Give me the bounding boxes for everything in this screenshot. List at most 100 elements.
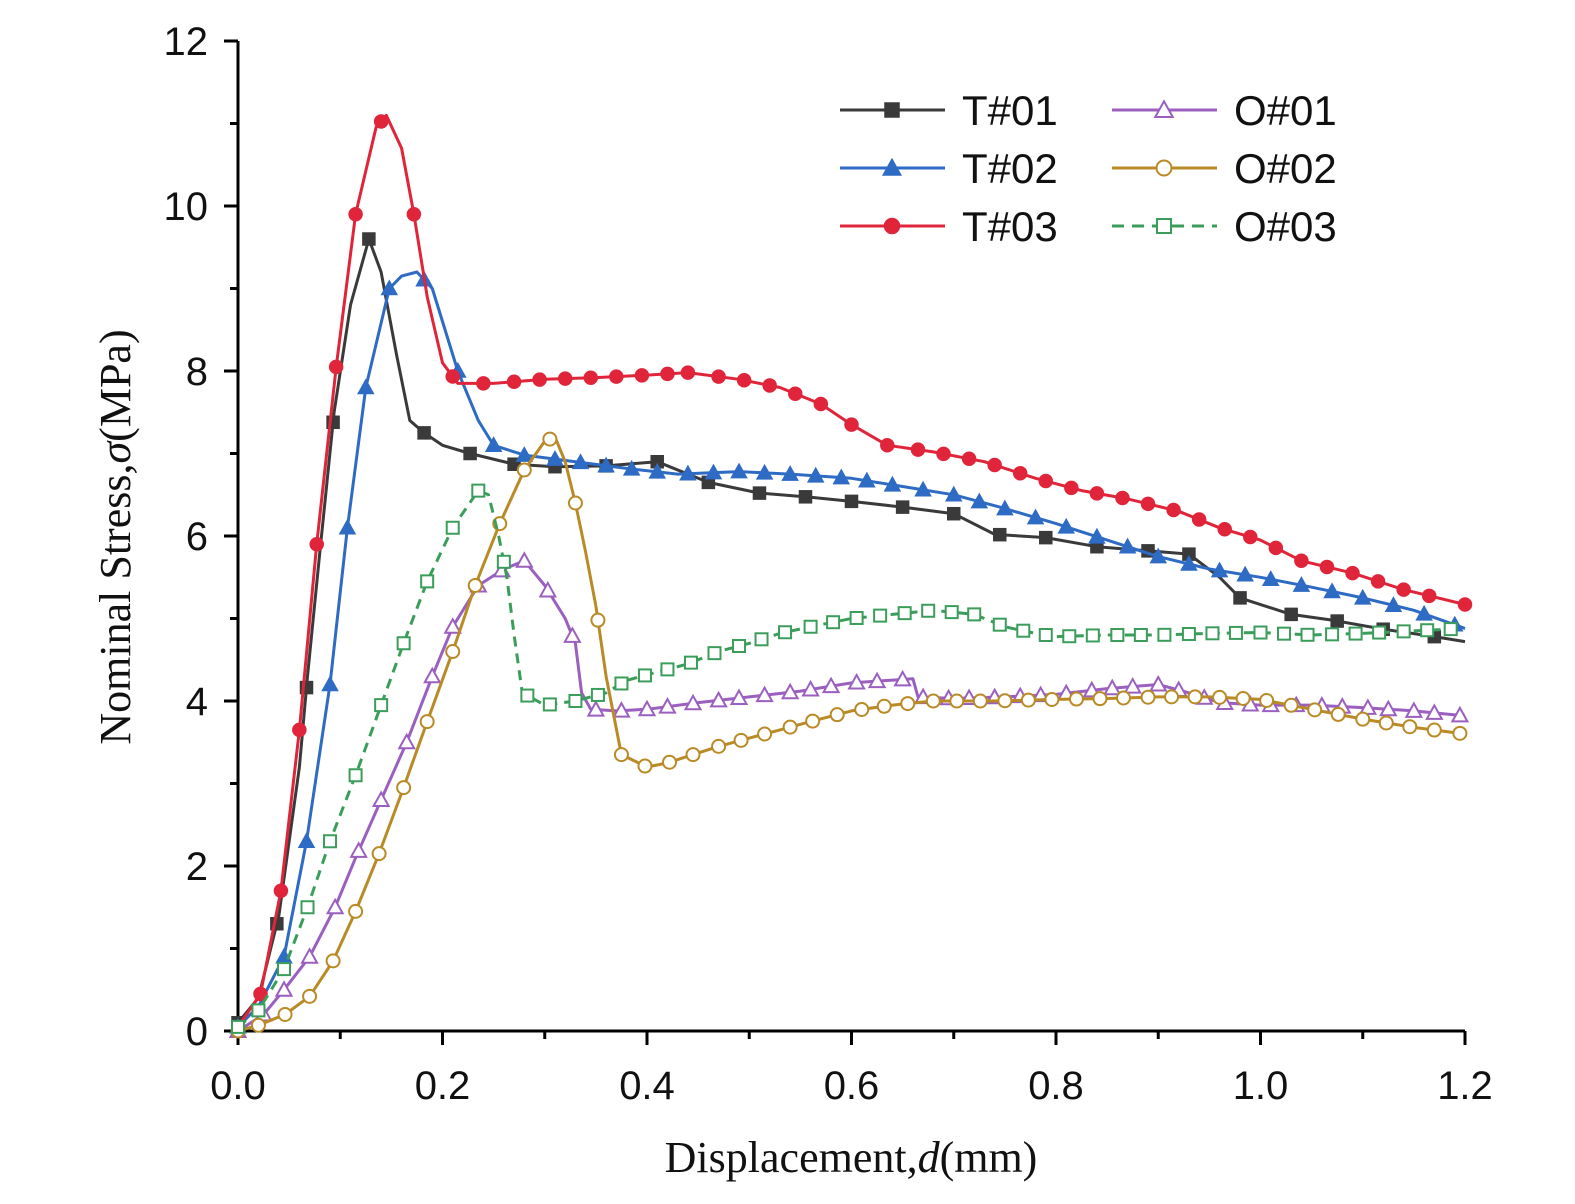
data-point-t01 [993,527,1007,542]
data-point-t01 [1233,591,1247,605]
data-point-o01 [423,666,442,684]
data-point-t03 [880,438,895,453]
data-point-o02 [1378,715,1394,731]
data-point-t03 [987,457,1002,473]
data-point-t02 [781,465,799,481]
data-point-o01 [1425,703,1444,720]
legend-label: O#03 [1234,203,1337,250]
legend-marker [1155,159,1173,177]
data-point-o03 [251,1003,266,1018]
data-point-o03 [1062,629,1077,644]
data-point-o02 [467,578,483,593]
series-o01 [228,551,1470,1038]
data-point-o02 [997,693,1013,709]
data-point-o01 [893,669,912,687]
legend-label: O#02 [1234,145,1337,192]
data-point-o03 [826,615,841,630]
data-point-o02 [1187,689,1203,705]
data-point-o02 [1330,706,1346,722]
x-tick-label: 1.0 [1233,1064,1289,1108]
x-axis-title: Displacement,d(mm) [665,1133,1038,1182]
data-point-o03 [1420,623,1435,638]
data-point-t02 [1026,508,1045,525]
data-point-o03 [396,636,411,651]
data-point-o02 [277,1007,293,1022]
data-point-o03 [1277,626,1292,641]
data-point-t03 [1012,466,1028,481]
y-tick-label: 2 [186,845,208,889]
data-point-t02 [1292,576,1311,592]
data-point-t03 [309,537,324,552]
data-point-o02 [1044,691,1060,707]
data-point-o03 [1300,627,1315,642]
data-point-o02 [876,698,892,714]
data-point-o03 [496,554,511,569]
data-point-o03 [1181,627,1196,642]
data-point-t02 [357,378,375,395]
legend-marker [884,102,900,118]
data-point-o02 [1068,691,1084,707]
data-point-o03 [520,688,535,703]
y-tick-label: 10 [164,185,209,229]
data-point-t03 [557,371,573,386]
data-point-o02 [250,1017,266,1033]
data-point-o01 [325,897,345,915]
data-point-o01 [349,841,368,858]
data-point-o03 [873,608,888,623]
data-point-t02 [1415,604,1433,621]
legend-label: T#02 [962,145,1058,192]
data-point-o02 [516,462,532,478]
data-point-t02 [755,463,774,480]
data-point-o01 [755,685,774,703]
data-point-o03 [849,610,864,625]
data-point-t03 [660,366,675,382]
data-point-t03 [373,114,389,129]
series-line-o02 [237,435,1466,1033]
data-point-t03 [253,986,268,1002]
data-point-o02 [661,754,677,770]
data-point-o01 [612,701,631,718]
data-point-o01 [637,699,657,717]
data-point-t03 [1038,473,1054,489]
data-point-t02 [944,485,963,502]
data-point-t02 [730,462,748,479]
data-point-t02 [970,492,989,509]
data-point-o03 [1325,627,1340,642]
data-point-o03 [614,676,629,691]
data-point-t02 [1236,565,1254,582]
data-point-o01 [1379,699,1398,717]
data-point-t01 [463,446,477,461]
data-point-t01 [895,500,910,514]
data-point-t03 [961,451,977,467]
data-point-t02 [1149,547,1168,564]
data-point-t02 [832,468,851,485]
data-point-t03 [273,883,289,898]
data-point-o03 [992,617,1007,632]
data-point-o02 [1020,692,1036,708]
data-point-t03 [609,369,624,384]
data-point-o02 [302,988,318,1004]
data-point-t02 [622,459,641,476]
data-point-t03 [1089,486,1105,501]
data-point-t03 [406,207,422,222]
data-point-o01 [1103,678,1122,696]
data-point-t03 [788,386,803,401]
data-point-o01 [709,690,728,708]
data-point-t02 [338,518,357,535]
data-point-o02 [325,953,341,969]
data-point-o03 [590,687,605,702]
data-point-o02 [419,714,435,730]
data-point-o02 [829,707,845,723]
x-tick-label: 0.0 [210,1064,266,1108]
data-point-t01 [362,232,376,246]
data-point-o03 [1396,624,1411,639]
data-point-o02 [1164,689,1180,705]
data-point-o02 [1115,690,1131,706]
data-point-o02 [1402,719,1418,735]
data-point-o03 [732,639,747,653]
data-point-t03 [1396,582,1411,597]
data-point-t02 [597,456,615,473]
data-point-t02 [1353,588,1372,605]
data-point-o02 [757,726,773,742]
